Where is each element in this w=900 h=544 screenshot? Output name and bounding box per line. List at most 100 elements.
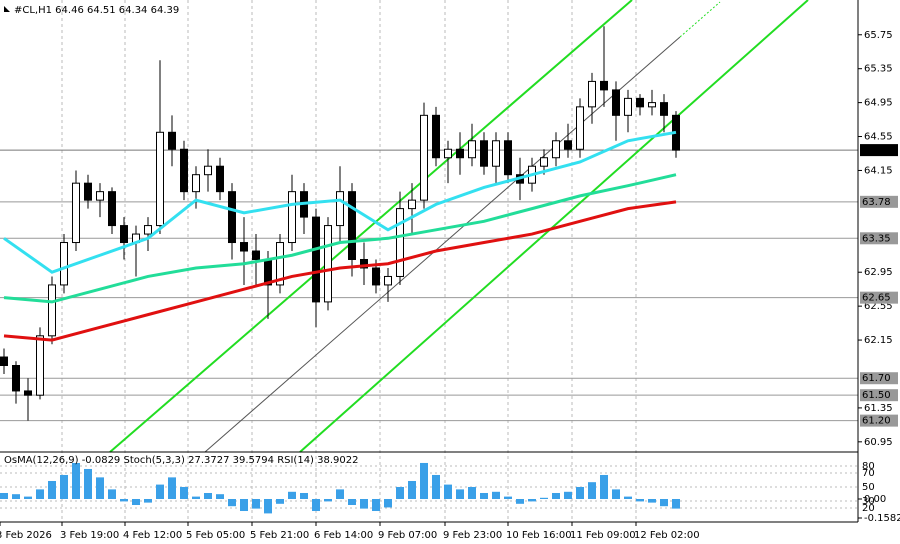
osma-bar xyxy=(228,498,236,507)
osma-bar xyxy=(528,498,536,502)
x-tick-label: 11 Feb 09:00 xyxy=(570,530,636,541)
candle-body xyxy=(432,114,440,159)
osma-bar xyxy=(576,486,584,499)
osma-bar xyxy=(348,498,356,506)
osma-bar xyxy=(660,498,668,507)
candle-body xyxy=(36,335,44,396)
level-box xyxy=(860,414,898,427)
x-tick-label: 3 Feb 19:00 xyxy=(60,530,119,541)
osma-bar xyxy=(600,474,608,499)
candle-body xyxy=(228,191,236,244)
candle-body xyxy=(504,140,512,176)
candle-body xyxy=(252,250,260,260)
candle-body xyxy=(444,148,452,159)
candle-body xyxy=(60,242,68,286)
level-box xyxy=(860,195,898,208)
candle-body xyxy=(12,365,20,392)
osma-bar xyxy=(396,486,404,499)
candle-body xyxy=(396,208,404,277)
osma-bar xyxy=(60,474,68,499)
osma-bar xyxy=(156,484,164,499)
osma-tick-label: -0.1582 xyxy=(864,513,900,524)
osma-bar xyxy=(96,477,104,499)
chart-title: #CL,H1 64.46 64.51 64.34 64.39 xyxy=(14,5,179,16)
osma-bar xyxy=(516,498,524,504)
osma-bar xyxy=(468,486,476,499)
candle-body xyxy=(492,140,500,167)
level-label: 61.20 xyxy=(862,416,891,427)
x-tick-label: 5 Feb 21:00 xyxy=(250,530,309,541)
candle-body xyxy=(408,199,416,210)
osma-bar xyxy=(420,462,428,499)
osma-bar xyxy=(0,492,8,499)
osma-bar xyxy=(372,498,380,512)
osma-bar xyxy=(492,491,500,499)
candle-body xyxy=(72,182,80,244)
osma-bar xyxy=(504,496,512,499)
candle-body xyxy=(636,97,644,108)
stoch-tick-label: 70 xyxy=(862,468,875,479)
symbol-icon xyxy=(4,6,10,12)
last-price-box xyxy=(860,144,898,157)
osma-bar xyxy=(648,498,656,503)
last-price-label: 64.39 xyxy=(862,145,891,156)
osma-bar xyxy=(216,494,224,499)
candle-body xyxy=(612,89,620,116)
candle-body xyxy=(84,182,92,201)
osma-bar xyxy=(324,498,332,502)
candle-body xyxy=(96,191,104,201)
osma-bar xyxy=(24,496,32,499)
moving-average xyxy=(3,173,677,304)
osma-bar xyxy=(48,480,56,499)
osma-bar xyxy=(336,489,344,499)
candle-body xyxy=(648,102,656,108)
osma-bar xyxy=(240,498,248,512)
osma-tick-label: 0.00 xyxy=(864,494,886,505)
candle-body xyxy=(564,140,572,150)
candle-body xyxy=(216,165,224,193)
osma-bar xyxy=(636,498,644,502)
osma-bar xyxy=(444,484,452,499)
candle-body xyxy=(552,140,560,159)
osma-bar xyxy=(84,468,92,499)
x-tick-label: 9 Feb 07:00 xyxy=(378,530,437,541)
candle-body xyxy=(324,225,332,303)
candle-body xyxy=(276,242,284,286)
candle-body xyxy=(288,191,296,244)
level-label: 61.70 xyxy=(862,373,891,384)
grid xyxy=(0,0,858,522)
osma-bar xyxy=(192,496,200,499)
osma-bar xyxy=(252,498,260,509)
candle-body xyxy=(456,148,464,159)
y-tick-label: 62.95 xyxy=(864,267,893,278)
osma-bar xyxy=(384,498,392,508)
osma-bar xyxy=(480,492,488,499)
candle-body xyxy=(384,275,392,286)
x-tick-label: 10 Feb 16:00 xyxy=(506,530,572,541)
stoch-tick-label: 50 xyxy=(862,482,875,493)
level-box xyxy=(860,372,898,385)
level-box xyxy=(860,232,898,245)
candle-body xyxy=(240,242,248,252)
moving-average xyxy=(3,200,677,342)
plot xyxy=(0,26,680,514)
indicator-title: OsMA(12,26,9) -0.0829 Stoch(5,3,3) 27.37… xyxy=(4,455,359,466)
candle-body xyxy=(0,356,8,367)
candle-body xyxy=(348,191,356,260)
candle-body xyxy=(48,284,56,337)
y-tick-label: 64.55 xyxy=(864,132,893,143)
candle-body xyxy=(336,191,344,227)
osma-bar xyxy=(36,489,44,499)
y-tick-label: 62.55 xyxy=(864,301,893,312)
osma-bar xyxy=(312,498,320,512)
candle-body xyxy=(468,140,476,159)
x-tick-label: 12 Feb 02:00 xyxy=(634,530,700,541)
level-box xyxy=(860,389,898,402)
channel-middle xyxy=(204,36,681,453)
stoch-tick-label: 80 xyxy=(862,461,875,472)
osma-bar xyxy=(540,497,548,499)
candle-body xyxy=(120,225,128,244)
osma-bar xyxy=(264,498,272,514)
osma-bar xyxy=(108,489,116,499)
candle-body xyxy=(540,157,548,167)
